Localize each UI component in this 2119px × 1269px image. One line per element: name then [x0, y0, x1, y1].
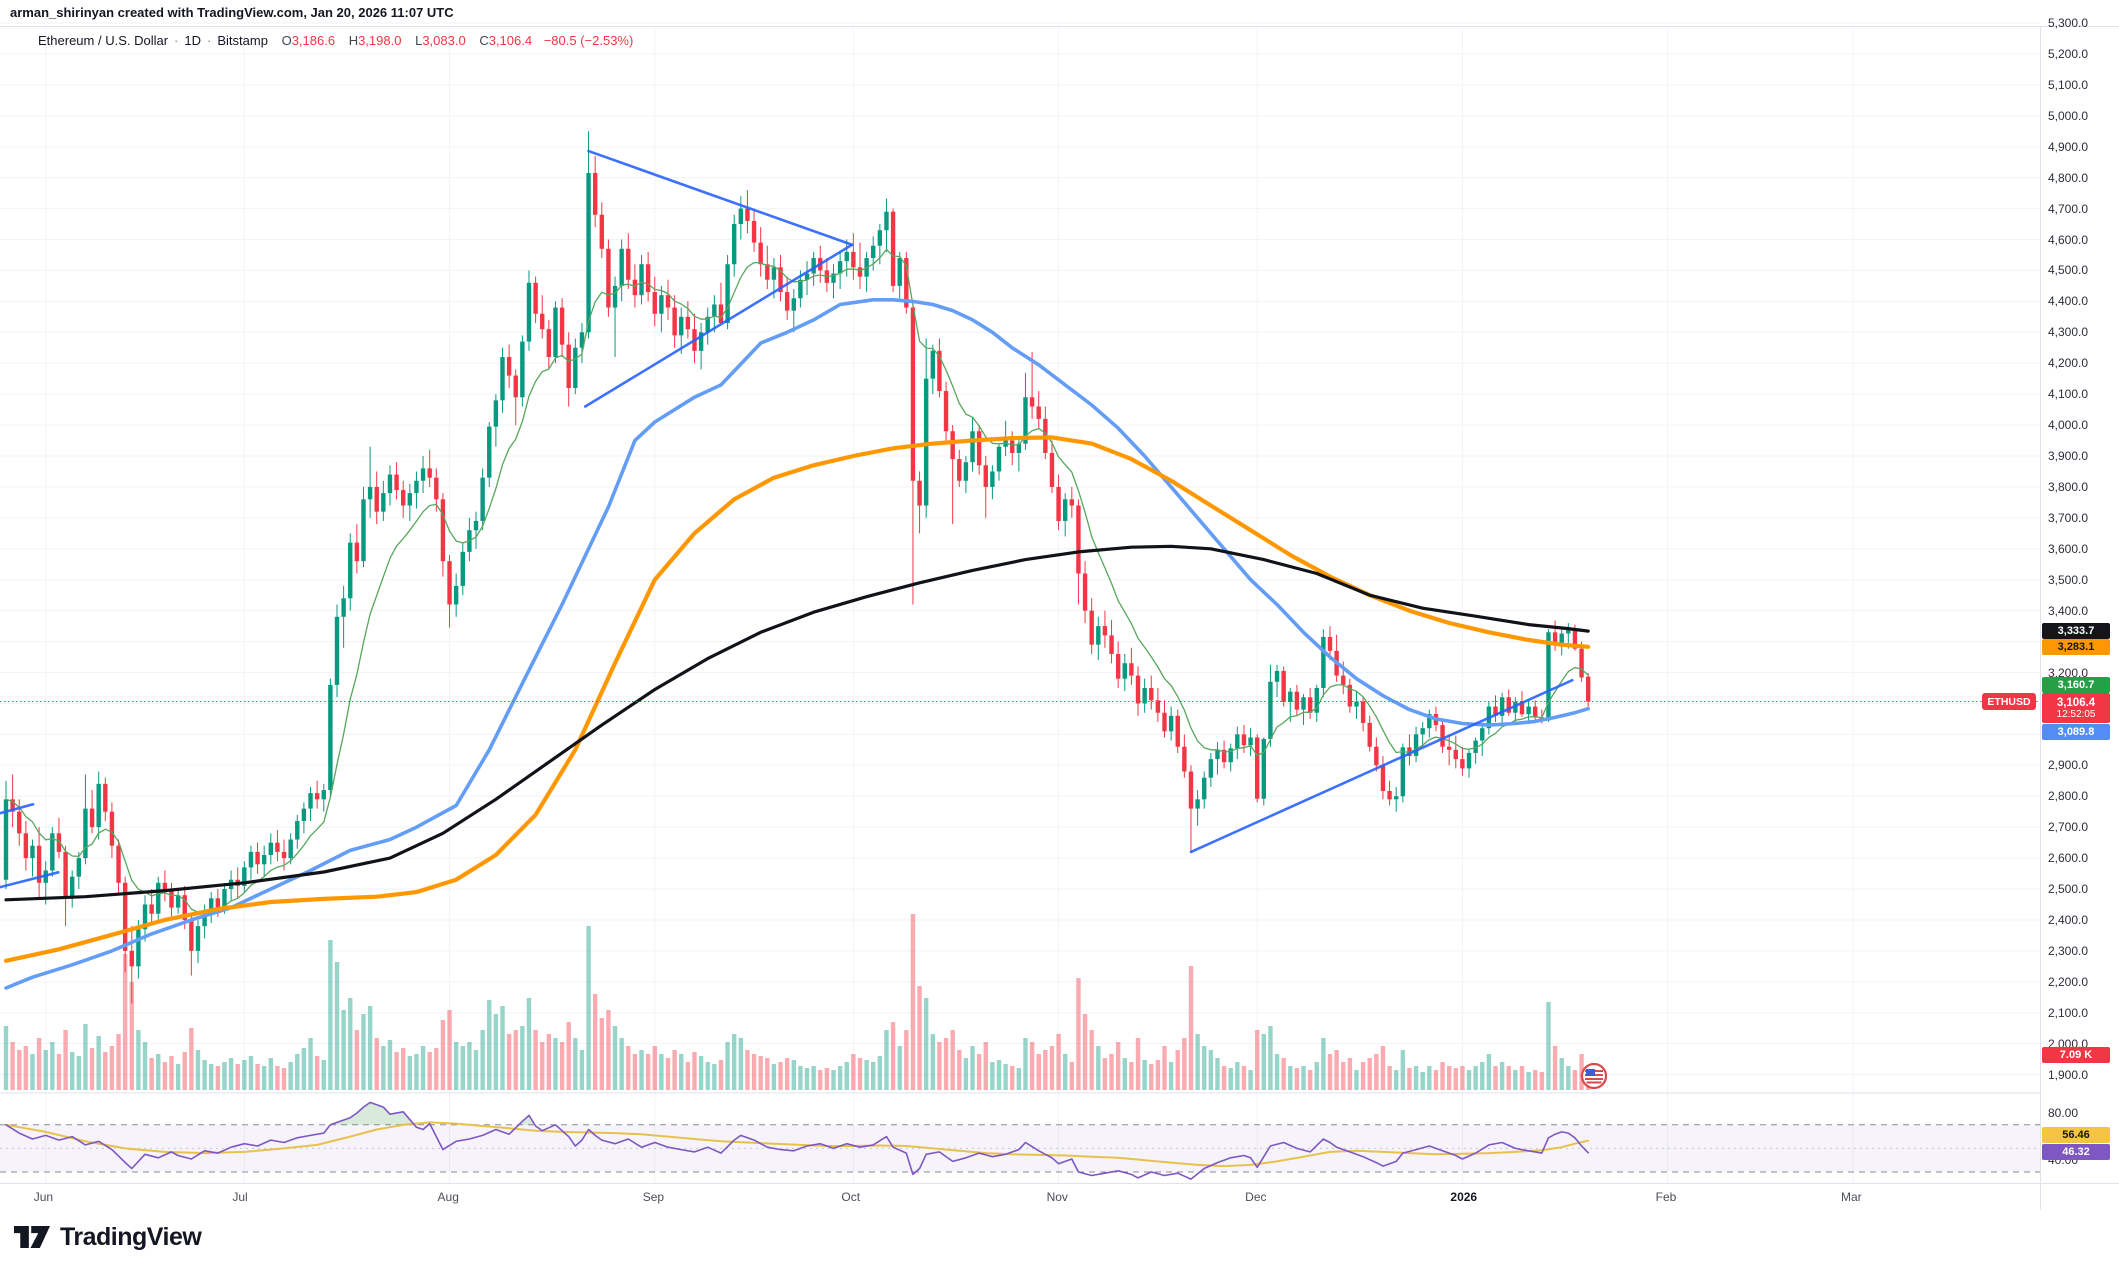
price-tick-label: 2,500.0 — [2048, 882, 2089, 896]
low-label: L — [415, 33, 423, 48]
price-tick-label: 2,800.0 — [2048, 789, 2089, 804]
close-value: 3,106.4 — [488, 33, 533, 48]
price-tick-label: 4,800.0 — [2048, 170, 2089, 185]
time-tick-Feb: Feb — [1655, 1190, 1677, 1204]
interval-label[interactable]: 1D — [184, 33, 202, 48]
price-tick-label: 4,600.0 — [2048, 232, 2089, 247]
price-tick-label: 4,500.0 — [2048, 263, 2089, 278]
tradingview-logo[interactable]: TradingView — [14, 1222, 202, 1252]
tradingview-logo-icon — [14, 1226, 50, 1248]
price-tick-label: 2,700.0 — [2048, 820, 2089, 835]
price-tick-label: 3,700.0 — [2048, 510, 2089, 525]
time-tick-Jun: Jun — [33, 1190, 54, 1204]
high-value: 3,198.0 — [358, 33, 402, 48]
tradingview-logo-text: TradingView — [60, 1222, 202, 1251]
price-tick-label: 4,000.0 — [2048, 418, 2089, 433]
price-tick-label: 4,900.0 — [2048, 139, 2089, 154]
triangle-upper — [587, 149, 854, 247]
time-tick-Dec: Dec — [1245, 1190, 1267, 1204]
symbol-legend[interactable]: Ethereum / U.S. Dollar · 1D · Bitstamp O3,18… — [38, 33, 633, 48]
price-tick-label: 2,200.0 — [2048, 974, 2089, 989]
price-tick-label: 5,000.0 — [2048, 108, 2089, 123]
symbol-price-label: ETHUSD — [1982, 693, 2036, 711]
ma200-price-tag: 3,333.7 — [2042, 623, 2110, 640]
symbol-name[interactable]: Ethereum / U.S. Dollar — [38, 33, 169, 48]
change-value: −80.5 (−2.53%) — [543, 33, 634, 48]
low-value: 3,083.0 — [422, 33, 466, 48]
exchange-label[interactable]: Bitstamp — [217, 33, 268, 48]
time-tick-Jul: Jul — [232, 1190, 248, 1204]
price-tick-label: 4,400.0 — [2048, 294, 2089, 309]
ma50-price-tag: 3,089.8 — [2042, 724, 2110, 741]
rsi-ma-badge: 56.46 — [2042, 1127, 2110, 1143]
time-tick-Sep: Sep — [642, 1190, 665, 1204]
price-tick-label: 3,900.0 — [2048, 449, 2089, 463]
price-axis-border — [2040, 27, 2041, 1210]
rsi-value-badge: 46.32 — [2042, 1144, 2110, 1160]
price-tick-label: 4,200.0 — [2048, 356, 2089, 371]
left-remnant-upper — [0, 802, 35, 815]
price-tick-label: 2,600.0 — [2048, 851, 2089, 866]
separator-dot: · — [207, 33, 212, 48]
open-label: O — [281, 33, 292, 48]
price-tick-label: 3,600.0 — [2048, 541, 2089, 556]
usd-flag-icon — [1581, 1063, 1607, 1089]
triangle-lower — [583, 243, 854, 408]
price-tick-label: 3,500.0 — [2048, 572, 2089, 587]
price-tick-label: 3,800.0 — [2048, 479, 2089, 494]
time-tick-Mar: Mar — [1840, 1190, 1862, 1204]
left-remnant-lower — [0, 871, 60, 889]
price-tick-label: 1,900.0 — [2048, 1067, 2089, 1082]
price-tick-label: 5,300.0 — [2048, 16, 2089, 30]
price-tick-label: 4,300.0 — [2048, 325, 2089, 340]
attribution-watermark: arman_shirinyan created with TradingView… — [10, 5, 454, 20]
time-tick-2026: 2026 — [1450, 1190, 1478, 1204]
price-tick-label: 2,100.0 — [2048, 1005, 2089, 1020]
time-tick-Aug: Aug — [437, 1190, 459, 1204]
price-tick-label: 4,700.0 — [2048, 201, 2089, 216]
time-tick-Nov: Nov — [1046, 1190, 1068, 1204]
price-tick-label: 2,900.0 — [2048, 758, 2089, 773]
last-price-tag: 3,106.4 12:52:05 — [2042, 693, 2110, 724]
ascending-support — [1189, 678, 1574, 854]
ma100-price-tag: 3,283.1 — [2042, 638, 2110, 655]
rsi-tick-label: 80.00 — [2048, 1106, 2079, 1120]
price-tick-label: 4,100.0 — [2048, 387, 2089, 402]
price-tick-label: 3,200.0 — [2048, 665, 2089, 680]
high-label: H — [348, 33, 359, 48]
time-axis-border — [0, 1183, 2119, 1184]
open-value: 3,186.6 — [291, 33, 336, 48]
time-tick-Oct: Oct — [841, 1190, 861, 1204]
price-tick-label: 2,400.0 — [2048, 912, 2089, 927]
price-tick-label: 3,400.0 — [2048, 603, 2089, 618]
price-tick-label: 5,200.0 — [2048, 46, 2089, 61]
header-divider — [0, 26, 2119, 27]
volume-tag: 7.09 K — [2042, 1047, 2110, 1063]
ma-green-price-tag: 3,160.7 — [2042, 676, 2110, 693]
separator-dot: · — [174, 33, 179, 48]
close-label: C — [479, 33, 489, 48]
price-tick-label: 5,100.0 — [2048, 77, 2089, 92]
price-tick-label: 2,300.0 — [2048, 943, 2089, 958]
